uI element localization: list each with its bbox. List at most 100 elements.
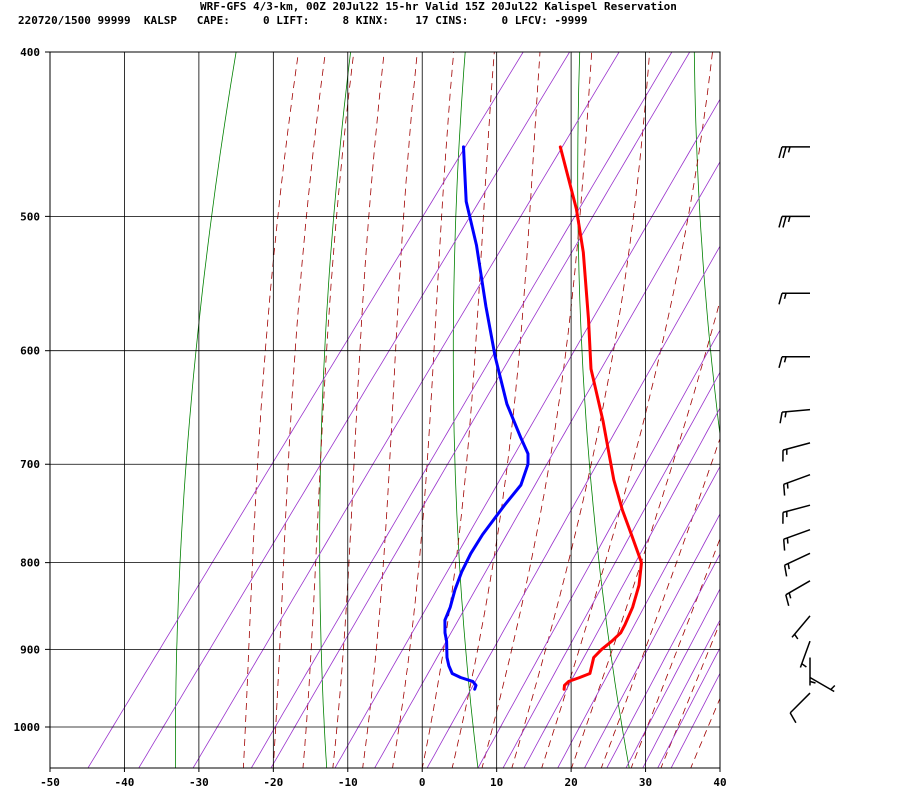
chart-title: WRF-GFS 4/3-km, 00Z 20Jul22 15-hr Valid … [200,0,677,13]
barb-flag [783,565,788,577]
plot-frame [49,51,721,769]
moist-adiabat [243,52,299,768]
mixing-ratio-line [270,52,691,768]
barb-flag [782,539,786,551]
wind-barb [778,292,811,305]
barb-half-flag [786,482,789,489]
barb-half-flag [801,663,807,668]
barb-staff [785,580,811,596]
mixing-ratio-line [523,407,720,768]
mixing-ratio-line [138,52,571,768]
moist-adiabat [630,537,720,768]
mixing-ratio-line [557,465,720,768]
background-lines [87,33,900,770]
barb-staff [782,408,811,413]
moist-adiabat [302,52,355,768]
barb-half-flag [830,684,836,691]
mixing-ratio-line [477,329,720,768]
x-tick-label: -40 [115,776,135,789]
traces [443,145,643,691]
x-tick-label: 10 [490,776,503,789]
wind-barbs [778,146,836,724]
dry-adiabat [693,52,720,438]
wind-barb [789,692,811,724]
barb-staff [783,473,811,486]
x-tick-label: -30 [189,776,209,789]
barb-flag [782,484,786,496]
barb-staff [789,692,811,714]
temperature-axis: -50 -40 -30 -20 -10 0 10 20 30 40 [40,776,727,789]
wind-barb [785,580,811,606]
wind-barb [791,615,811,640]
mixing-ratio-line [670,672,720,768]
barb-half-flag [783,356,787,363]
wind-barb [782,442,811,462]
moist-adiabat [481,52,593,768]
dry-adiabat [808,33,900,770]
wind-barb [809,657,816,686]
barb-half-flag [788,592,792,599]
barb-flag [789,712,797,724]
moist-adiabat [272,52,326,768]
x-tick-label: 30 [639,776,652,789]
wind-barb [782,473,811,496]
moist-adiabat [690,697,720,768]
mixing-ratio-line [334,98,720,768]
pressure-axis: 400 500 600 700 800 900 1000 [14,46,41,734]
moist-adiabat [511,52,651,768]
moist-adiabat [421,52,495,768]
moist-adiabat [362,52,418,768]
temperature-trace [558,145,643,691]
x-tick-label: 0 [419,776,426,789]
moist-adiabat [392,52,455,768]
dry-adiabat [577,52,630,768]
barb-flag [782,216,787,228]
wind-barb [782,528,811,551]
moist-adiabat [660,621,720,768]
barb-half-flag [809,680,816,684]
y-tick-label: 600 [20,345,40,358]
barb-staff [782,442,811,451]
barb-half-flag [787,563,790,570]
mixing-ratio-line [502,371,720,768]
barb-staff [791,615,811,638]
x-tick-label: -10 [338,776,358,789]
mixing-ratio-line [87,52,524,768]
barb-staff [782,504,811,514]
x-tick-label: 20 [564,776,577,789]
grid [45,51,721,772]
moist-adiabat [332,52,385,768]
barb-flag [778,293,783,305]
stability-indices: 220720/1500 99999 KALSP CAPE: 0 LIFT: 8 … [18,14,588,27]
y-tick-label: 1000 [14,721,41,734]
x-tick-label: -50 [40,776,60,789]
wind-barb [778,146,811,159]
moist-adiabat [451,52,541,768]
moist-adiabat [600,437,720,768]
wind-barb [778,356,811,368]
y-tick-label: 900 [20,643,40,656]
dry-adiabat [319,52,352,768]
y-tick-label: 400 [20,46,40,59]
y-tick-label: 800 [20,557,40,570]
x-tick-label: 40 [713,776,726,789]
wind-barb [799,640,811,668]
barb-half-flag [783,293,787,299]
mixing-ratio-line [250,52,673,768]
dry-adiabat [452,52,479,768]
y-tick-label: 700 [20,458,40,471]
dewpoint-trace [443,145,530,691]
wind-barb [778,215,811,228]
mixing-ratio-line [657,647,720,768]
mixing-ratio-line [625,588,720,768]
wind-barb [779,408,811,424]
wind-barb [783,552,811,577]
mixing-ratio-line [426,245,720,768]
barb-half-flag [787,146,791,153]
barb-half-flag [784,411,787,418]
wind-barb [809,676,836,693]
mixing-ratio-line [642,619,720,768]
barb-flag [782,146,787,159]
barb-flag [778,356,783,368]
